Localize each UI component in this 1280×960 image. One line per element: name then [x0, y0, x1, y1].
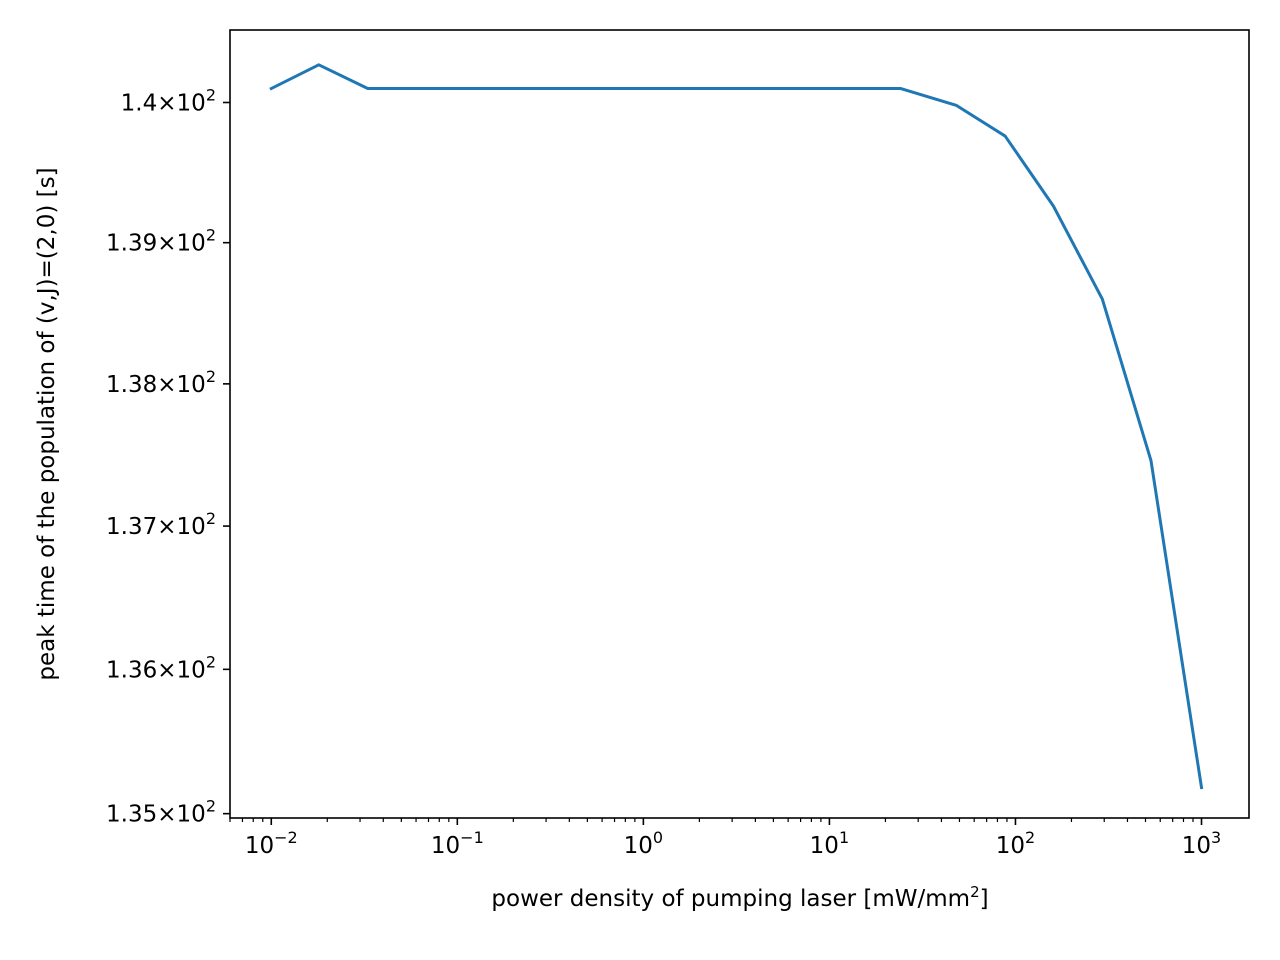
y-tick-label: 1.35×102 [106, 797, 216, 828]
y-tick-label: 1.36×102 [106, 652, 216, 683]
x-tick-label: 103 [1182, 828, 1221, 859]
y-axis-ticks: 1.35×102 1.36×102 1.37×102 1.38×102 1.39×102… [106, 85, 230, 828]
series-line [269, 63, 1204, 790]
y-tick-label: 1.39×102 [106, 226, 216, 257]
y-axis-label: peak time of the population of (v,J)=(2,… [34, 167, 60, 680]
y-tick-label: 1.4×102 [121, 85, 216, 116]
x-tick-label: 102 [996, 828, 1035, 859]
x-tick-label: 10−2 [245, 828, 298, 859]
x-axis-ticks: 10−2 10−1 100 101 102 103 [229, 818, 1221, 859]
x-tick-label: 100 [624, 828, 663, 859]
x-axis-label: power density of pumping laser [mW/mm2] [491, 883, 988, 912]
y-tick-label: 1.37×102 [106, 509, 216, 540]
x-tick-label: 10−1 [431, 828, 484, 859]
plot-frame [229, 29, 1250, 819]
x-tick-label: 101 [810, 828, 849, 859]
y-tick-label: 1.38×102 [106, 367, 216, 398]
